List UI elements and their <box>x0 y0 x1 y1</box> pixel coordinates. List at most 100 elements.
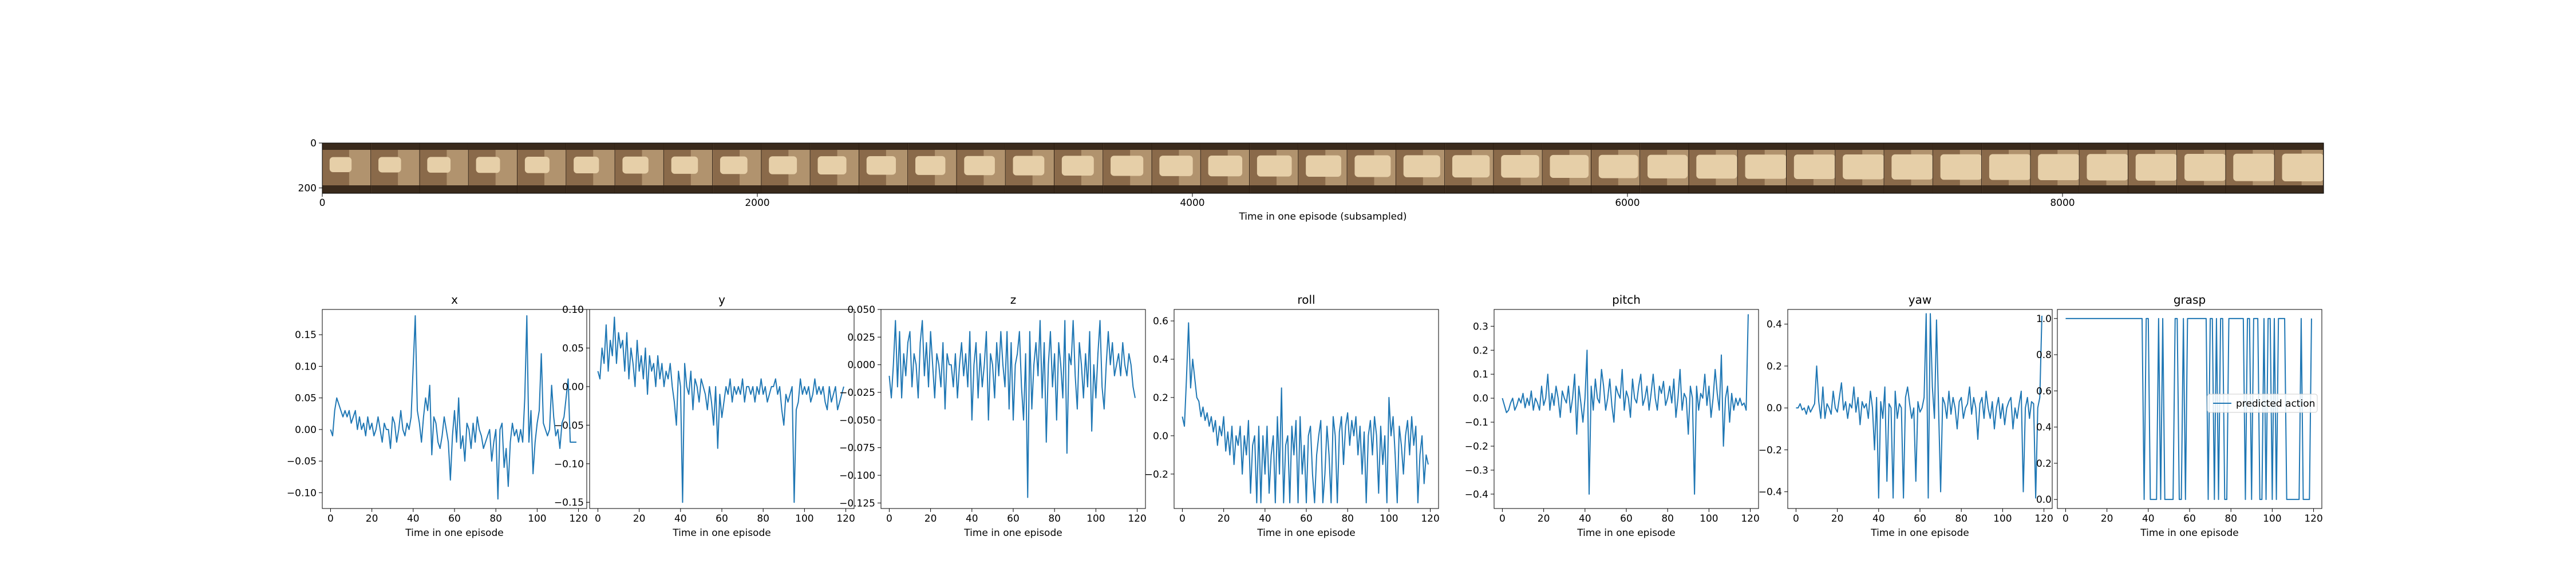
x-tick-label: 40 <box>407 513 420 525</box>
frame-top-shadow <box>1640 143 1689 150</box>
x-tick-label: 80 <box>757 513 769 525</box>
frame-object <box>2087 154 2128 181</box>
plot-frame <box>1787 309 2053 509</box>
filmstrip-frame <box>1884 143 1933 193</box>
x-tick-label: 20 <box>924 513 937 525</box>
y-tick-label: −0.125 <box>839 498 875 509</box>
filmstrip-y-tick-label: 0 <box>310 138 317 149</box>
y-tick-label: −0.05 <box>554 420 584 431</box>
frame-object <box>1208 155 1243 177</box>
frame-top-shadow <box>1835 143 1884 150</box>
plot-frame <box>2057 309 2322 509</box>
x-tick-label: 40 <box>966 513 978 525</box>
y-tick-label: 0.6 <box>1153 316 1168 327</box>
y-tick-label: 0.2 <box>1153 392 1168 404</box>
frame-top-shadow <box>1494 143 1543 150</box>
y-tick-label: 0.05 <box>562 343 584 354</box>
filmstrip-frame <box>1005 143 1055 193</box>
filmstrip-frame <box>468 143 518 193</box>
x-tick-label: 40 <box>1872 513 1885 525</box>
chart-grasp: grasp 0 20 40 60 80 100 120 0.0 0.2 0.4 0.6 0.8 1.0 Ti… <box>2036 293 2323 539</box>
y-tick-label: 0.050 <box>847 304 875 316</box>
frame-bottom-shadow <box>810 185 859 193</box>
frame-bottom-shadow <box>1640 185 1689 193</box>
frame-bottom-shadow <box>1787 185 1836 193</box>
filmstrip-frame <box>420 143 469 193</box>
frame-top-shadow <box>761 143 811 150</box>
frame-bottom-shadow <box>420 185 469 193</box>
x-tick-label: 120 <box>2034 513 2053 525</box>
filmstrip-frame <box>810 143 859 193</box>
frame-bottom-shadow <box>371 185 420 193</box>
plot-frame <box>589 309 855 509</box>
frame-bottom-shadow <box>1737 185 1787 193</box>
filmstrip-frame <box>2274 143 2324 193</box>
y-tick-label: −0.100 <box>839 470 875 482</box>
y-tick-label: −0.2 <box>1759 444 1782 456</box>
chart-yaw: yaw 0 20 40 60 80 100 120 −0.4 −0.2 0.0 0.2 0.4 Time … <box>1759 293 2053 539</box>
y-tick-label: −0.15 <box>554 497 584 509</box>
chart-title: pitch <box>1612 293 1641 307</box>
frame-bottom-shadow <box>1298 185 1348 193</box>
x-tick-label: 80 <box>1341 513 1354 525</box>
y-tick-label: 0.4 <box>2036 422 2052 434</box>
frame-object <box>1257 155 1292 177</box>
frame-object <box>915 156 946 175</box>
filmstrip-frame <box>1200 143 1250 193</box>
plot-frame <box>880 309 1146 509</box>
frame-top-shadow <box>615 143 664 150</box>
filmstrip-frame <box>713 143 762 193</box>
x-tick-label: 0 <box>2063 513 2069 525</box>
frame-bottom-shadow <box>1152 185 1201 193</box>
plot-frame <box>1494 309 1759 509</box>
frame-top-shadow <box>517 143 567 150</box>
y-tick-label: −0.050 <box>839 415 875 426</box>
frame-top-shadow <box>1689 143 1738 150</box>
filmstrip-frame <box>1054 143 1104 193</box>
frame-top-shadow <box>2079 143 2128 150</box>
x-axis-label: Time in one episode <box>672 527 771 539</box>
frame-bottom-shadow <box>1835 185 1884 193</box>
x-tick-label: 20 <box>1831 513 1844 525</box>
frame-bottom-shadow <box>859 185 908 193</box>
x-tick-label: 20 <box>366 513 378 525</box>
frame-object <box>2184 153 2226 181</box>
frame-bottom-shadow <box>908 185 957 193</box>
frame-bottom-shadow <box>566 185 615 193</box>
filmstrip-frame <box>761 143 811 193</box>
y-tick-label: 0.05 <box>295 393 317 404</box>
frame-object <box>1745 154 1787 179</box>
frame-top-shadow <box>1250 143 1299 150</box>
frame-wall <box>349 150 372 185</box>
frame-bottom-shadow <box>957 185 1006 193</box>
frame-object <box>1403 155 1440 177</box>
frame-top-shadow <box>1298 143 1348 150</box>
y-tick-label: 0.10 <box>295 361 317 372</box>
frame-object <box>1159 156 1193 176</box>
y-tick-label: 0.8 <box>2036 349 2052 361</box>
x-tick-label: 60 <box>448 513 461 525</box>
filmstrip-frame <box>663 143 713 193</box>
filmstrip-frame <box>1982 143 2031 193</box>
filmstrip-frame <box>1103 143 1152 193</box>
frame-bottom-shadow <box>1005 185 1055 193</box>
frame-top-shadow <box>1542 143 1591 150</box>
y-tick-label: −0.10 <box>287 487 317 499</box>
y-tick-label: −0.1 <box>1465 417 1488 428</box>
x-tick-label: 120 <box>836 513 855 525</box>
frame-top-shadow <box>420 143 469 150</box>
frame-object <box>720 156 748 174</box>
frame-object <box>2282 153 2324 182</box>
chart-roll: roll 0 20 40 60 80 100 120 −0.2 0.0 0.2 0.4 0.6 Time … <box>1145 293 1440 539</box>
frame-object <box>427 157 451 173</box>
filmstrip-frame <box>2177 143 2226 193</box>
chart-y: y 0 20 40 60 80 100 120 −0.15 −0.10 −0.05 0.00 0.05 0… <box>554 293 855 539</box>
filmstrip-x-tick-label: 8000 <box>2050 197 2075 209</box>
frame-top-shadow <box>468 143 518 150</box>
x-axis-label: Time in one episode <box>405 527 503 539</box>
y-tick-label: 0.0 <box>1473 393 1488 404</box>
series-line <box>330 315 576 500</box>
frame-bottom-shadow <box>1103 185 1152 193</box>
frame-top-shadow <box>1347 143 1396 150</box>
